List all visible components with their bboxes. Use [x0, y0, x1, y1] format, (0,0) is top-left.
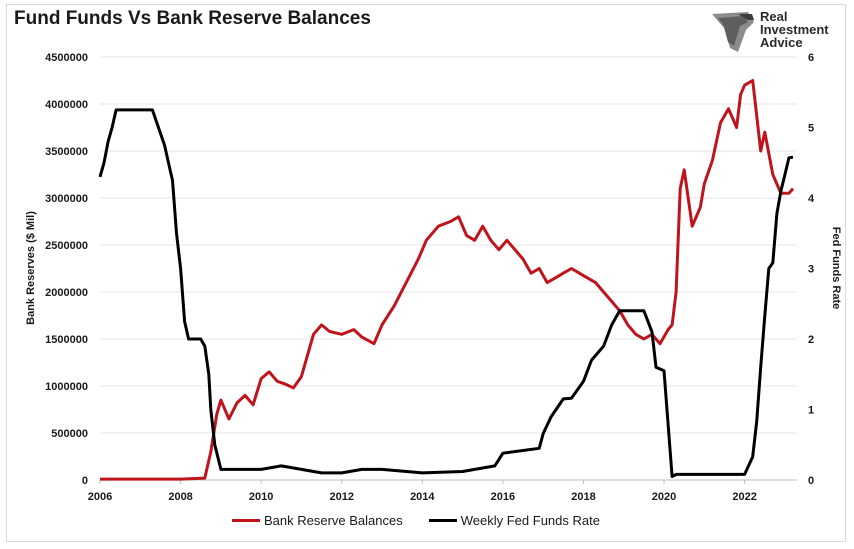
- y-right-tick-label: 2: [808, 334, 814, 346]
- y-right-tick-label: 5: [808, 123, 814, 135]
- y-right-tick-label: 0: [808, 475, 814, 487]
- legend-swatch-fed-funds: [428, 519, 457, 522]
- x-tick-label: 2022: [732, 491, 756, 503]
- y-left-tick-label: 1500000: [45, 334, 88, 346]
- legend-item-fed-funds: Weekly Fed Funds Rate: [428, 513, 600, 528]
- y-right-tick-label: 1: [808, 405, 814, 417]
- y-left-tick-label: 2500000: [45, 240, 88, 252]
- y-left-tick-label: 0: [82, 475, 88, 487]
- grid-lines: [100, 56, 797, 481]
- x-tick-label: 2014: [410, 491, 435, 503]
- chart-legend: Bank Reserve Balances Weekly Fed Funds R…: [232, 513, 600, 528]
- brand-line-3: Advice: [760, 35, 803, 50]
- legend-label-fed-funds: Weekly Fed Funds Rate: [460, 513, 600, 528]
- y-left-tick-label: 3000000: [45, 193, 88, 205]
- y-left-tick-label: 3500000: [45, 146, 88, 158]
- chart-title: Fund Funds Vs Bank Reserve Balances: [14, 8, 371, 29]
- brand-line-1: Real: [760, 9, 788, 24]
- brand-text: Real Investment Advice: [760, 10, 829, 49]
- brand-line-2: Investment: [760, 22, 829, 37]
- y-left-tick-label: 4000000: [45, 99, 88, 111]
- y-left-tick-label: 500000: [51, 428, 88, 440]
- x-tick-label: 2020: [652, 491, 676, 503]
- x-tick-label: 2018: [571, 491, 595, 503]
- y-right-ticks: 0 1 2 3 4 5 6: [808, 52, 815, 487]
- x-tick-label: 2008: [168, 491, 192, 503]
- y-right-tick-label: 6: [808, 52, 814, 64]
- y-left-tick-label: 4500000: [45, 52, 88, 64]
- chart-frame: [6, 4, 846, 542]
- series-line-bank-reserves: [100, 79, 795, 481]
- x-tick-label: 2012: [329, 491, 353, 503]
- y-axis-left-label: Bank Reserves ($ Mil): [25, 211, 37, 325]
- y-right-tick-label: 4: [808, 193, 815, 205]
- y-right-tick-label: 3: [808, 264, 814, 276]
- series-line-fed-funds: [98, 108, 794, 478]
- y-axis-right-label: Fed Funds Rate: [830, 227, 842, 310]
- y-left-ticks: 0 500000 1000000 1500000 2000000 2500000 30000…: [45, 52, 88, 487]
- eagle-logo-icon: [712, 12, 754, 52]
- legend-item-reserves: Bank Reserve Balances: [232, 513, 403, 528]
- legend-label-reserves: Bank Reserve Balances: [264, 513, 403, 528]
- x-tick-label: 2016: [491, 491, 515, 503]
- legend-swatch-reserves: [232, 519, 260, 522]
- series-lines: [98, 79, 795, 481]
- x-ticks: 2006 2008 2010 2012 2014 2016 2018 2020 2022: [88, 480, 757, 503]
- x-tick-label: 2010: [249, 491, 273, 503]
- y-left-tick-label: 2000000: [45, 287, 88, 299]
- y-left-tick-label: 1000000: [45, 381, 88, 393]
- x-tick-label: 2006: [88, 491, 112, 503]
